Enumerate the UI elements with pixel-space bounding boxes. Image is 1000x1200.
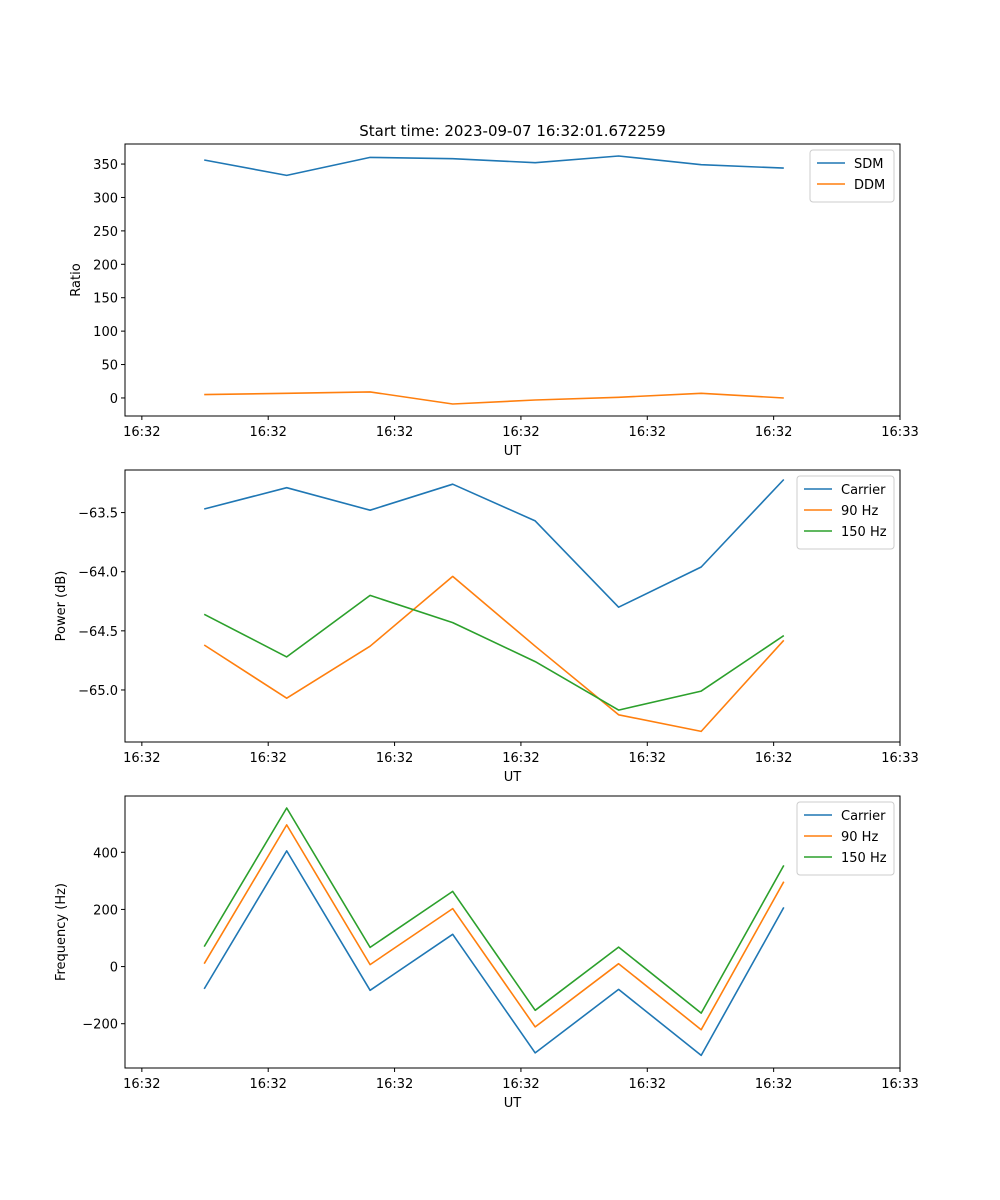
x-tick-label: 16:32 (376, 751, 413, 766)
x-tick-label: 16:32 (502, 1077, 539, 1092)
y-tick-label: −200 (82, 1018, 118, 1033)
chart-panel-1: 16:32 16:32 16:32 16:32 16:32 16:32 16:33 0 50 10… (69, 122, 919, 459)
y-tick-label: −64.0 (78, 566, 118, 581)
y-axis-label: Power (dB) (54, 571, 69, 642)
legend: SDM DDM (809, 149, 895, 203)
x-tick-label: 16:32 (249, 751, 286, 766)
x-tick-label: 16:32 (502, 751, 539, 766)
x-axis-label: UT (504, 770, 522, 785)
series-line-90-hz (203, 575, 785, 733)
y-axis-label: Frequency (Hz) (54, 883, 69, 981)
y-axis-label: Ratio (69, 263, 84, 296)
y-tick-label: 50 (101, 359, 118, 374)
x-axis-label: UT (504, 444, 522, 459)
plot-frame (124, 795, 901, 1069)
series-line-150-hz (203, 594, 785, 711)
y-tick-label: 100 (93, 325, 118, 340)
x-tick-label: 16:32 (249, 425, 286, 440)
chart-panel-2: 16:32 16:32 16:32 16:32 16:32 16:32 16:33 −65.0… (54, 469, 919, 785)
series-line-carrier (204, 478, 785, 609)
y-tick-label: −64.5 (78, 625, 118, 640)
legend-label: 90 Hz (841, 504, 878, 519)
x-tick-label: 16:32 (629, 1077, 666, 1092)
x-tick-label: 16:32 (376, 1077, 413, 1092)
y-tick-label: −65.0 (78, 684, 118, 699)
x-tick-label: 16:32 (376, 425, 413, 440)
legend: Carrier 90 Hz 150 Hz (796, 475, 895, 550)
series-line-sdm (204, 155, 784, 177)
x-tick-label: 16:32 (502, 425, 539, 440)
y-tick-label: 400 (93, 846, 118, 861)
series-line-ddm (204, 391, 784, 405)
series-line-carrier (203, 850, 785, 1057)
legend: Carrier 90 Hz 150 Hz (796, 801, 895, 876)
series-line-150-hz (203, 807, 785, 1014)
x-tick-label: 16:32 (629, 425, 666, 440)
legend-label: DDM (854, 178, 885, 193)
legend-label: 150 Hz (841, 851, 887, 866)
legend-label: Carrier (841, 483, 886, 498)
x-axis-label: UT (504, 1096, 522, 1111)
x-tick-label: 16:32 (123, 425, 160, 440)
x-tick-label: 16:32 (249, 1077, 286, 1092)
legend-label: SDM (854, 157, 883, 172)
plot-frame (124, 469, 901, 743)
y-tick-label: 0 (110, 392, 118, 407)
y-tick-label: 200 (93, 903, 118, 918)
chart-title: Start time: 2023-09-07 16:32:01.672259 (359, 122, 665, 140)
x-tick-label: 16:33 (881, 425, 918, 440)
x-tick-label: 16:32 (629, 751, 666, 766)
y-tick-label: −63.5 (78, 507, 118, 522)
chart-panel-3: 16:32 16:32 16:32 16:32 16:32 16:32 16:33 −200 0… (54, 795, 919, 1111)
x-tick-label: 16:32 (123, 751, 160, 766)
y-tick-label: 350 (93, 158, 118, 173)
x-tick-label: 16:32 (755, 1077, 792, 1092)
x-tick-label: 16:33 (881, 751, 918, 766)
legend-label: Carrier (841, 809, 886, 824)
x-tick-label: 16:32 (755, 751, 792, 766)
x-tick-label: 16:32 (755, 425, 792, 440)
y-tick-label: 200 (93, 258, 118, 273)
series-line-90-hz (203, 824, 785, 1031)
y-tick-label: 0 (110, 961, 118, 976)
legend-label: 90 Hz (841, 830, 878, 845)
x-tick-label: 16:32 (123, 1077, 160, 1092)
y-tick-label: 150 (93, 292, 118, 307)
y-tick-label: 250 (93, 225, 118, 240)
legend-label: 150 Hz (841, 525, 887, 540)
plot-frame (124, 143, 901, 417)
x-tick-label: 16:33 (881, 1077, 918, 1092)
y-tick-label: 300 (93, 191, 118, 206)
